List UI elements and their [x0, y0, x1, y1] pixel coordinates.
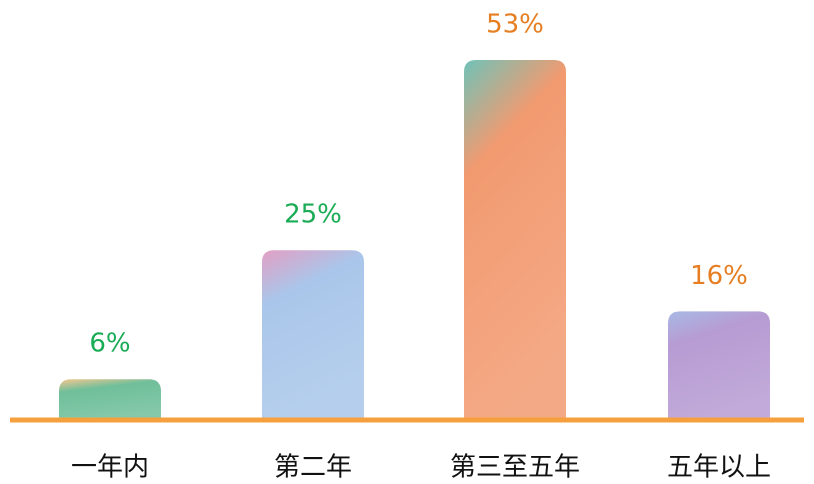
category-label: 一年内: [71, 453, 149, 483]
category-label: 第二年: [274, 453, 352, 483]
value-label: 16%: [690, 261, 748, 291]
bar: [262, 250, 364, 420]
bar: [464, 60, 566, 420]
bar: [59, 379, 161, 420]
bar: [668, 311, 770, 420]
value-label: 53%: [486, 10, 544, 40]
category-label: 五年以上: [667, 453, 771, 483]
category-label: 第三至五年: [450, 453, 580, 483]
value-label: 25%: [284, 200, 342, 230]
value-label: 6%: [89, 329, 130, 359]
